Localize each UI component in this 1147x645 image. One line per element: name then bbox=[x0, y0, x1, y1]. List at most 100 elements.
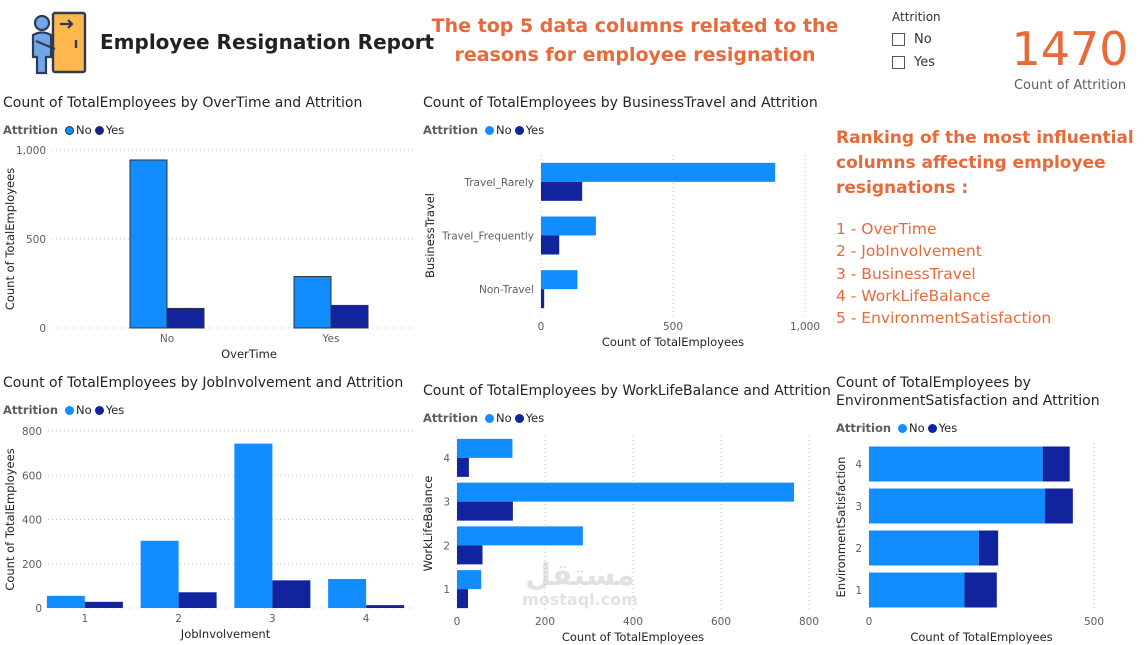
legend-title: Attrition bbox=[836, 421, 892, 435]
envsatisfaction-chart-title: Count of TotalEmployees by EnvironmentSa… bbox=[836, 374, 1136, 410]
y-tick-label: 3 bbox=[855, 501, 862, 513]
bar-no bbox=[328, 579, 367, 608]
legend-yes-swatch bbox=[94, 125, 104, 135]
x-tick-label: 600 bbox=[711, 616, 731, 628]
legend-no-label: No bbox=[76, 123, 92, 137]
bar-yes bbox=[457, 457, 469, 477]
legend-no-swatch bbox=[65, 125, 75, 135]
bar-no bbox=[457, 526, 583, 546]
legend-yes-swatch bbox=[514, 125, 524, 135]
checkbox[interactable] bbox=[892, 33, 905, 46]
legend-yes-swatch bbox=[927, 423, 937, 433]
y-tick-label: 4 bbox=[443, 453, 450, 465]
worklifebalance-chart: 0 200 400 600 800 4 3 2 1 Count of TotalEmployees… bbox=[421, 436, 819, 644]
report-logo-icon bbox=[24, 11, 88, 75]
legend-yes-swatch bbox=[94, 405, 104, 415]
bar-no bbox=[541, 270, 578, 290]
attrition-kpi-card: 1470 Count of Attrition bbox=[1000, 20, 1140, 93]
x-tick-label: 0 bbox=[538, 321, 545, 333]
ranking-list: 1 - OverTime 2 - JobInvolvement 3 - Busi… bbox=[836, 218, 1051, 329]
envsatisfaction-legend: Attrition No Yes bbox=[836, 421, 957, 435]
x-axis-title: Count of TotalEmployees bbox=[910, 630, 1052, 644]
envsatisfaction-chart-title-text: Count of TotalEmployees by EnvironmentSa… bbox=[836, 375, 1100, 409]
legend-yes-label: Yes bbox=[525, 123, 545, 137]
overtime-chart-title: Count of TotalEmployees by OverTime and … bbox=[3, 95, 363, 111]
y-tick-label: 2 bbox=[443, 540, 450, 552]
bar-yes bbox=[457, 545, 483, 565]
x-tick-label: 500 bbox=[1084, 616, 1104, 628]
legend-no-swatch bbox=[485, 125, 495, 135]
y-tick-label: 500 bbox=[26, 234, 46, 246]
x-axis-title: Count of TotalEmployees bbox=[562, 630, 704, 644]
y-tick-label: 600 bbox=[22, 470, 42, 482]
legend-yes-label: Yes bbox=[938, 421, 958, 435]
bar-no bbox=[869, 488, 1045, 524]
y-tick-label: 2 bbox=[855, 543, 862, 555]
y-tick-label: 0 bbox=[39, 323, 46, 335]
ranking-item: 5 - EnvironmentSatisfaction bbox=[836, 309, 1052, 328]
bar-yes bbox=[84, 601, 123, 608]
x-axis-title: OverTime bbox=[221, 347, 277, 361]
legend-title: Attrition bbox=[423, 411, 479, 425]
y-axis-title: Count of TotalEmployees bbox=[3, 448, 17, 590]
y-axis-title: EnvironmentSatisfaction bbox=[834, 457, 848, 598]
bar-no bbox=[457, 438, 513, 458]
bar-no bbox=[869, 446, 1043, 482]
watermark-arabic: مستقل bbox=[525, 558, 635, 593]
x-tick-label: 0 bbox=[454, 616, 461, 628]
checkbox[interactable] bbox=[892, 56, 905, 69]
x-tick-label: 400 bbox=[623, 616, 643, 628]
bar-no bbox=[457, 570, 482, 590]
bar-no bbox=[457, 482, 795, 502]
bar-yes bbox=[366, 605, 405, 608]
watermark-latin: mostaql.com bbox=[522, 590, 638, 609]
overtime-chart: 0 500 1,000 No Yes OverTime Count of TotalEmpl… bbox=[3, 145, 413, 361]
bar-yes bbox=[330, 304, 369, 329]
ranking-item: 3 - BusinessTravel bbox=[836, 264, 976, 283]
legend-yes-label: Yes bbox=[105, 403, 125, 417]
ranking-item: 4 - WorkLifeBalance bbox=[836, 286, 991, 305]
legend-yes-label: Yes bbox=[525, 411, 545, 425]
ranking-title: Ranking of the most influential columns … bbox=[836, 128, 1134, 198]
legend-no-swatch bbox=[65, 405, 75, 415]
bar-yes bbox=[1042, 446, 1070, 482]
slicer-option-yes[interactable]: Yes bbox=[892, 55, 941, 70]
bar-no bbox=[46, 595, 85, 608]
x-tick-label: Yes bbox=[322, 333, 340, 345]
bar-no bbox=[234, 443, 273, 608]
slicer-title: Attrition bbox=[892, 10, 941, 24]
slicer-option-label: Yes bbox=[914, 55, 935, 70]
jobinvolvement-legend: Attrition No Yes bbox=[3, 403, 124, 417]
x-tick-label: 2 bbox=[175, 613, 182, 625]
legend-no-swatch bbox=[485, 413, 495, 423]
legend-title: Attrition bbox=[3, 123, 59, 137]
x-tick-label: 1,000 bbox=[790, 321, 820, 333]
bar-no bbox=[869, 572, 965, 608]
legend-no-label: No bbox=[496, 123, 512, 137]
x-tick-label: 800 bbox=[799, 616, 819, 628]
y-tick-label: Travel_Frequently bbox=[441, 231, 534, 243]
envsatisfaction-chart: 0 500 4 3 2 1 Count of TotalEmployees Environme… bbox=[834, 443, 1104, 644]
legend-title: Attrition bbox=[423, 123, 479, 137]
slicer-option-no[interactable]: No bbox=[892, 32, 941, 47]
kpi-value: 1470 bbox=[1011, 22, 1129, 76]
bar-yes bbox=[978, 530, 999, 566]
x-axis-title: JobInvolvement bbox=[180, 627, 271, 641]
x-tick-label: 0 bbox=[866, 616, 873, 628]
x-tick-label: 200 bbox=[535, 616, 555, 628]
x-tick-label: 1 bbox=[82, 613, 89, 625]
bar-yes bbox=[272, 580, 311, 608]
y-tick-label: 400 bbox=[22, 515, 42, 527]
y-axis-title: Count of TotalEmployees bbox=[3, 168, 17, 310]
jobinvolvement-chart-title: Count of TotalEmployees by JobInvolvemen… bbox=[3, 375, 404, 391]
attrition-slicer: Attrition No Yes bbox=[892, 10, 941, 70]
legend-yes-label: Yes bbox=[105, 123, 125, 137]
y-tick-label: Travel_Rarely bbox=[463, 177, 534, 189]
bar-no bbox=[293, 276, 332, 329]
y-tick-label: 1,000 bbox=[16, 145, 46, 157]
bar-yes bbox=[964, 572, 997, 608]
bar-no bbox=[541, 162, 776, 182]
legend-yes-swatch bbox=[514, 413, 524, 423]
bar-no bbox=[129, 159, 168, 329]
businesstravel-chart-title: Count of TotalEmployees by BusinessTrave… bbox=[423, 95, 818, 111]
